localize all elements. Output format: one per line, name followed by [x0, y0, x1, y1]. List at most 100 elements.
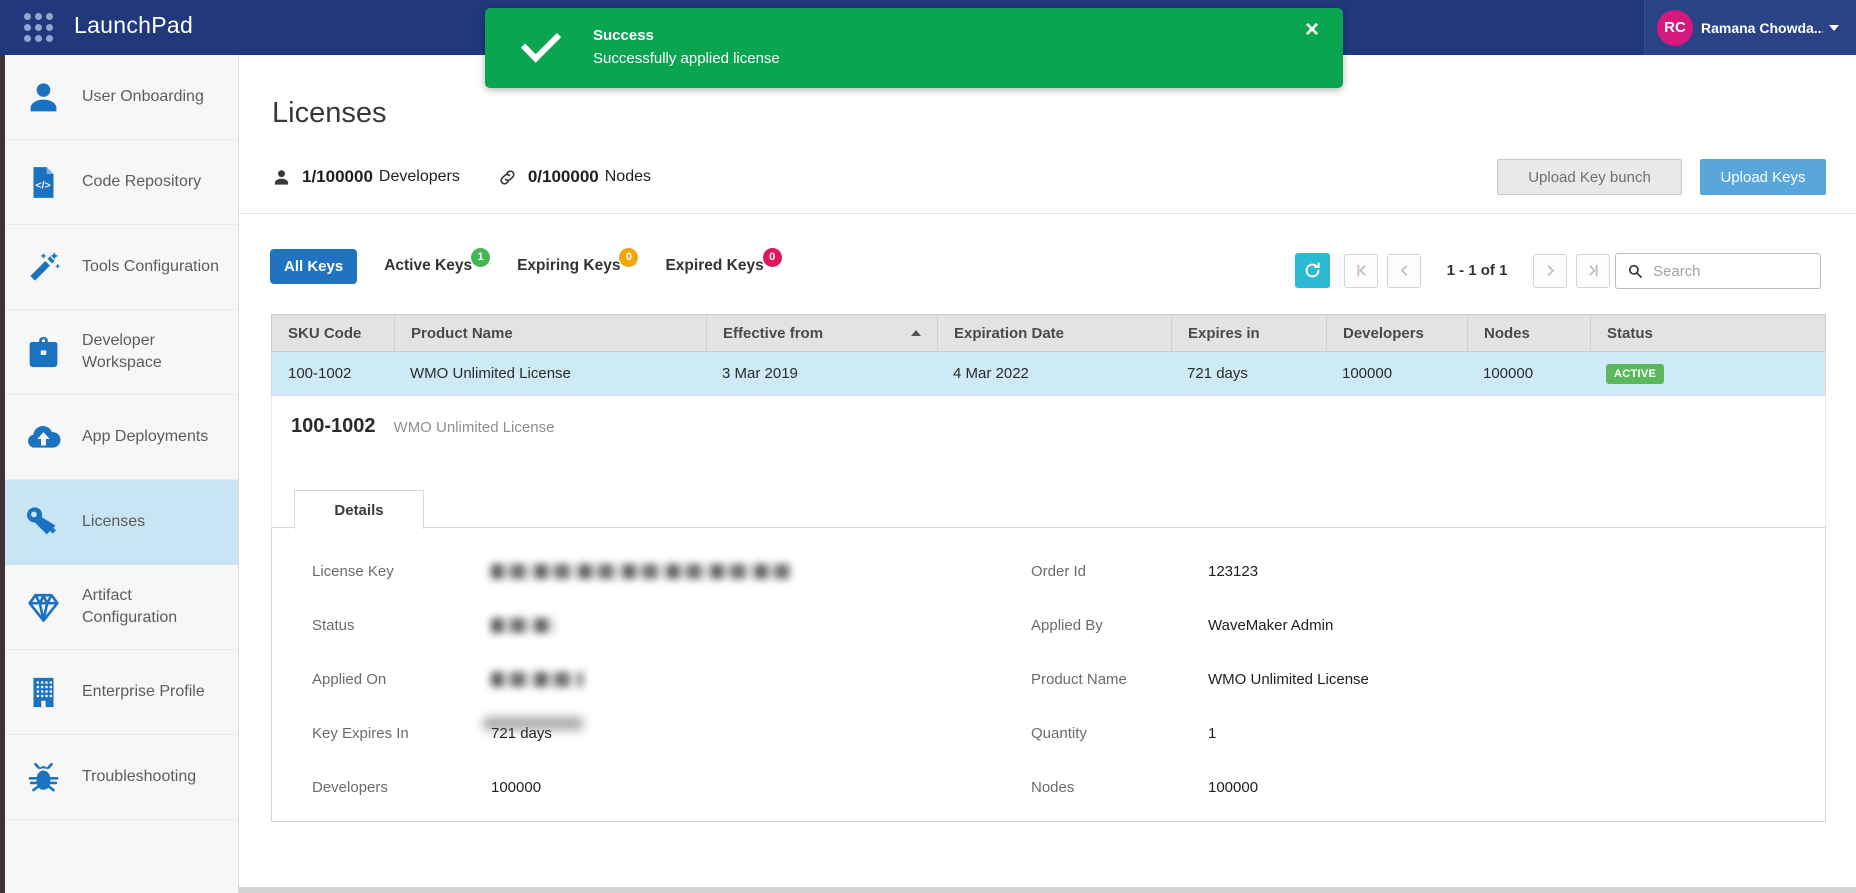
- building-icon: [25, 674, 62, 711]
- sidebar-item-user-onboarding[interactable]: User Onboarding: [0, 55, 238, 140]
- table-row[interactable]: 100-1002 WMO Unlimited License 3 Mar 2019 4…: [271, 352, 1826, 396]
- detail-value: [491, 563, 791, 580]
- user-menu[interactable]: RC Ramana Chowda...: [1644, 0, 1856, 55]
- column-header-expires-in[interactable]: Expires in: [1171, 315, 1326, 351]
- sidebar-item-label: Developer Workspace: [82, 332, 162, 371]
- detail-label: License Key: [312, 562, 394, 580]
- last-page-button[interactable]: [1576, 253, 1610, 288]
- header-divider: [239, 213, 1856, 214]
- cell-sku-code: 100-1002: [288, 365, 352, 382]
- page-title: Licenses: [272, 97, 387, 129]
- column-header-status[interactable]: Status: [1590, 315, 1825, 351]
- tab-badge: 0: [762, 248, 782, 267]
- first-page-button[interactable]: [1344, 253, 1378, 288]
- detail-label: Key Expires In: [312, 724, 409, 742]
- detail-value: 123123: [1208, 562, 1259, 580]
- tab-expired-keys[interactable]: Expired Keys 0: [665, 248, 782, 275]
- detail-value: 1: [1208, 724, 1217, 742]
- licenses-table: SKU Code Product Name Effective from Expira…: [271, 314, 1826, 396]
- cell-expiration-date: 4 Mar 2022: [953, 365, 1029, 382]
- column-header-sku-code[interactable]: SKU Code: [288, 324, 362, 342]
- cell-expires-in: 721 days: [1187, 365, 1248, 382]
- sidebar-item-enterprise-profile[interactable]: Enterprise Profile: [0, 650, 238, 735]
- nodes-label: Nodes: [604, 168, 651, 185]
- window-edge-strip: [0, 0, 5, 893]
- license-stats: 1/100000 Developers 0/100000 Nodes: [272, 167, 689, 187]
- next-page-button[interactable]: [1533, 253, 1567, 288]
- sidebar-item-label: Licenses: [82, 513, 146, 531]
- cell-effective-from: 3 Mar 2019: [722, 365, 798, 382]
- detail-row-applied-on: Applied On: [272, 652, 1031, 706]
- sidebar-item-label: App Deployments: [82, 428, 209, 446]
- avatar: RC: [1657, 9, 1693, 46]
- redacted-value: [491, 618, 555, 634]
- column-header-nodes[interactable]: Nodes: [1467, 315, 1590, 351]
- sort-ascending-icon: [911, 330, 921, 336]
- sidebar-item-developer-workspace[interactable]: Developer Workspace: [0, 310, 238, 395]
- sidebar-item-licenses[interactable]: Licenses: [0, 480, 238, 565]
- key-filter-tabs: All Keys Active Keys 1 Expiring Keys 0 Expire…: [270, 248, 782, 284]
- bug-icon: [25, 759, 62, 796]
- chevron-down-icon: [1829, 24, 1839, 31]
- sidebar: User Onboarding </> Code Repository Tools C…: [0, 55, 239, 893]
- tab-expiring-keys[interactable]: Expiring Keys 0: [517, 248, 639, 275]
- refresh-button[interactable]: [1295, 253, 1330, 288]
- first-page-icon: [1356, 264, 1366, 277]
- blur-smudge: [483, 716, 583, 730]
- column-header-product-name[interactable]: Product Name: [394, 315, 706, 351]
- sidebar-item-app-deployments[interactable]: App Deployments: [0, 395, 238, 480]
- table-header-row: SKU Code Product Name Effective from Expira…: [271, 314, 1826, 352]
- detail-row-key-expires-in: Key Expires In 721 days: [272, 706, 1031, 760]
- sidebar-item-label: Enterprise Profile: [82, 683, 205, 701]
- previous-page-button[interactable]: [1387, 253, 1421, 288]
- detail-label: Product Name: [1031, 670, 1127, 688]
- detail-row-developers: Developers 100000: [272, 760, 1031, 814]
- main-content: Licenses 1/100000 Developers 0/100000 No…: [239, 55, 1856, 893]
- upload-keys-button[interactable]: Upload Keys: [1700, 159, 1826, 195]
- toast-title: Success: [593, 27, 654, 44]
- search-input[interactable]: [1651, 261, 1820, 281]
- tab-details[interactable]: Details: [294, 490, 424, 529]
- expanded-product-name: WMO Unlimited License: [393, 419, 555, 436]
- briefcase-icon: [25, 334, 62, 371]
- details-panel: License Key Status Applied On Key Expires I…: [271, 527, 1826, 822]
- app-grid-icon[interactable]: [24, 13, 53, 42]
- column-header-developers[interactable]: Developers: [1326, 315, 1467, 351]
- diamond-icon: [25, 589, 62, 626]
- detail-row-order-id: Order Id 123123: [1031, 544, 1825, 598]
- tab-active-keys[interactable]: Active Keys 1: [384, 248, 491, 275]
- upload-key-bunch-button[interactable]: Upload Key bunch: [1497, 159, 1682, 195]
- detail-value: 100000: [491, 778, 542, 796]
- expanded-sku: 100-1002: [291, 415, 376, 437]
- sidebar-item-artifact-configuration[interactable]: Artifact Configuration: [0, 565, 238, 650]
- cell-developers: 100000: [1342, 365, 1393, 382]
- sidebar-item-code-repository[interactable]: </> Code Repository: [0, 140, 238, 225]
- check-icon: [520, 22, 562, 63]
- sidebar-item-label: Code Repository: [82, 173, 202, 191]
- sidebar-item-troubleshooting[interactable]: Troubleshooting: [0, 735, 238, 820]
- code-repository-icon: </>: [25, 164, 62, 201]
- cell-product-name: WMO Unlimited License: [410, 365, 571, 382]
- redacted-value: [491, 564, 791, 580]
- detail-row-license-key: License Key: [272, 544, 1031, 598]
- chevron-left-icon: [1400, 265, 1407, 276]
- tab-all-keys[interactable]: All Keys: [270, 248, 358, 284]
- detail-label: Developers: [312, 778, 388, 796]
- column-header-expiration-date[interactable]: Expiration Date: [937, 315, 1171, 351]
- detail-row-nodes: Nodes 100000: [1031, 760, 1825, 814]
- close-icon[interactable]: ×: [1304, 16, 1319, 43]
- column-header-effective-from[interactable]: Effective from: [706, 315, 937, 351]
- svg-text:</>: </>: [35, 180, 50, 191]
- cell-status: ACTIVE: [1590, 352, 1825, 395]
- horizontal-scrollbar[interactable]: [239, 887, 1856, 893]
- detail-value: [491, 617, 555, 634]
- sidebar-item-tools-configuration[interactable]: Tools Configuration: [0, 225, 238, 310]
- nodes-link-icon: [498, 168, 517, 187]
- chevron-right-icon: [1547, 265, 1554, 276]
- detail-label: Order Id: [1031, 562, 1087, 580]
- success-toast: Success Successfully applied license ×: [485, 8, 1343, 88]
- developers-label: Developers: [378, 168, 460, 185]
- developers-stat: 1/100000 Developers: [272, 167, 460, 187]
- detail-value: 721 days: [483, 716, 583, 742]
